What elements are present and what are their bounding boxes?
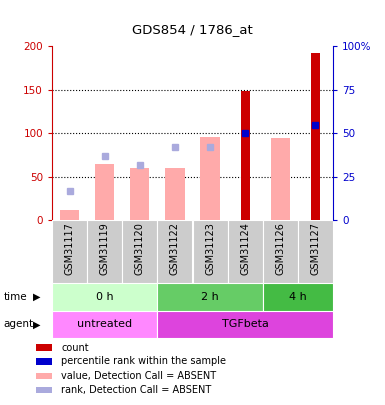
Text: GSM31117: GSM31117	[65, 222, 75, 275]
Text: 4 h: 4 h	[289, 292, 307, 302]
Text: GDS854 / 1786_at: GDS854 / 1786_at	[132, 23, 253, 36]
Bar	[165, 168, 184, 220]
Bar	[157, 283, 263, 311]
Text: GSM31127: GSM31127	[310, 222, 320, 275]
Bar	[201, 137, 220, 220]
Bar	[122, 220, 157, 283]
Bar	[298, 220, 333, 283]
Text: TGFbeta: TGFbeta	[222, 320, 269, 329]
Text: GSM31122: GSM31122	[170, 222, 180, 275]
Bar	[241, 92, 249, 220]
Bar	[52, 220, 87, 283]
Text: agent: agent	[4, 320, 34, 329]
Text: untreated: untreated	[77, 320, 132, 329]
Bar	[52, 283, 157, 311]
Bar	[263, 220, 298, 283]
Text: GSM31120: GSM31120	[135, 222, 145, 275]
Bar	[36, 358, 52, 364]
Text: value, Detection Call = ABSENT: value, Detection Call = ABSENT	[61, 371, 216, 381]
Text: 2 h: 2 h	[201, 292, 219, 302]
Bar	[36, 344, 52, 351]
Bar	[228, 220, 263, 283]
Text: percentile rank within the sample: percentile rank within the sample	[61, 356, 226, 367]
Bar	[263, 283, 333, 311]
Text: rank, Detection Call = ABSENT: rank, Detection Call = ABSENT	[61, 385, 211, 395]
Text: time: time	[4, 292, 27, 302]
Bar	[271, 139, 290, 220]
Text: ▶: ▶	[33, 320, 40, 329]
Text: GSM31119: GSM31119	[100, 222, 110, 275]
Bar	[192, 220, 228, 283]
Bar	[130, 168, 149, 220]
Text: GSM31123: GSM31123	[205, 222, 215, 275]
Text: ▶: ▶	[33, 292, 40, 302]
Text: GSM31124: GSM31124	[240, 222, 250, 275]
Bar	[311, 53, 320, 220]
Bar	[157, 311, 333, 338]
Text: 0 h: 0 h	[96, 292, 114, 302]
Bar	[52, 311, 157, 338]
Bar	[157, 220, 192, 283]
Text: count: count	[61, 343, 89, 353]
Text: GSM31126: GSM31126	[275, 222, 285, 275]
Bar	[95, 164, 114, 220]
Bar	[60, 210, 79, 220]
Bar	[36, 373, 52, 379]
Bar	[87, 220, 122, 283]
Bar	[36, 387, 52, 393]
